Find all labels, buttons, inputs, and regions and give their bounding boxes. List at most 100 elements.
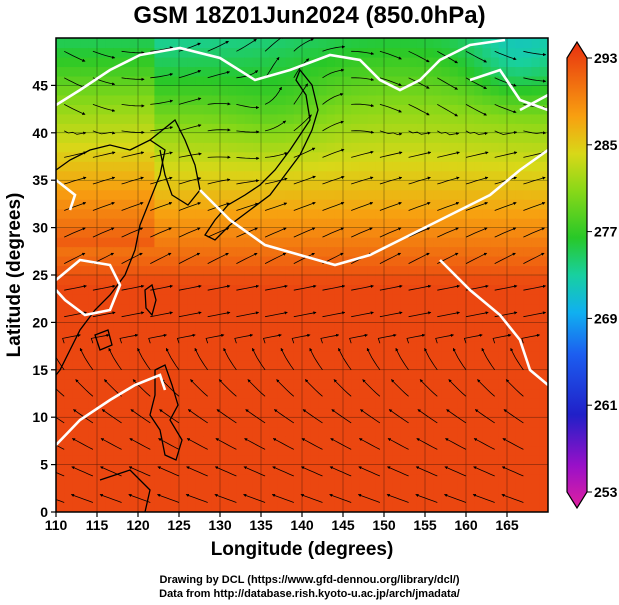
streamline [349,333,368,344]
streamline [207,311,231,318]
streamline [408,151,432,158]
streamline [56,388,65,397]
streamline [71,466,94,477]
y-tick-label: 10 [32,409,48,425]
streamline [379,227,402,238]
streamline [70,493,94,503]
streamline [176,333,196,344]
streamline [56,444,65,450]
streamline [245,409,266,424]
y-axis-ticks: 0 5 10 15 20 25 30 35 40 45 [32,77,56,520]
streamline [92,130,116,135]
streamline [293,311,317,318]
streamline [415,493,438,503]
streamline [150,99,174,105]
streamline [293,201,316,211]
white-contours [56,38,548,446]
streamline [207,102,231,106]
streamline [446,409,467,424]
streamline [236,252,258,264]
y-tick-label: 40 [32,125,48,141]
streamline [437,130,460,136]
streamline [215,438,237,450]
streamline [64,202,87,211]
streamline [501,466,524,477]
streamline [301,438,323,450]
streamline [494,151,518,158]
x-tick-label: 165 [495,517,519,533]
streamline [64,77,86,89]
streamline [379,77,402,86]
streamline [128,466,151,477]
streamline [178,124,202,132]
streamline [157,466,180,477]
streamline [71,438,94,450]
streamline [358,466,381,477]
streamline [236,38,257,52]
streamline [408,311,432,318]
streamline [121,104,145,108]
streamline [417,409,438,424]
y-tick-label: 25 [32,267,48,283]
streamline [186,438,208,450]
colorbar-label: 293 [594,50,618,66]
streamline [150,284,174,291]
x-tick-label: 130 [208,517,232,533]
streamline [119,333,139,344]
streamline [300,466,323,477]
map-title: GSM 18Z01Jun2024 (850.0hPa) [133,2,486,29]
streamline [444,466,467,477]
streamline [391,379,409,397]
streamline [302,409,323,424]
streamline [186,466,208,477]
streamline [207,128,231,132]
streamline [293,83,309,105]
streamline [92,284,116,291]
streamline [408,104,430,116]
colorbar: 293 285 277 269 261 253 [566,40,618,510]
streamline [419,379,438,397]
streamline [415,466,438,477]
streamline [330,438,352,450]
streamline [56,471,65,477]
streamline [214,493,237,503]
streamline [521,333,541,344]
streamline [178,70,202,79]
streamline [494,311,518,318]
streamline [465,77,487,89]
streamline [387,466,409,477]
credit-data-source: Data from http://database.rish.kyoto-u.a… [159,588,460,600]
streamline [351,130,375,134]
streamline [523,202,546,211]
streamline [408,50,430,63]
streamline [178,177,202,185]
streamline [304,379,323,397]
streamline [216,409,237,424]
streamline [272,438,294,450]
streamline [236,202,259,211]
streamline [379,176,403,185]
streamline [473,438,495,450]
x-tick-label: 135 [249,517,273,533]
streamline [360,409,381,424]
streamline [150,72,174,79]
streamline [223,347,237,371]
streamline [408,130,431,135]
streamline [408,284,432,291]
streamline [322,227,345,238]
streamline [165,347,180,371]
streamline [121,227,144,238]
streamline [150,176,173,185]
streamline [379,284,403,291]
streamline [494,50,517,61]
streamline [333,379,352,397]
streamline [236,179,260,185]
streamline [92,104,116,112]
streamline [280,347,295,371]
streamline [379,151,403,158]
streamline [406,333,426,344]
streamline [264,202,288,211]
streamline [161,379,180,397]
streamline [64,284,87,291]
streamline [273,409,295,424]
